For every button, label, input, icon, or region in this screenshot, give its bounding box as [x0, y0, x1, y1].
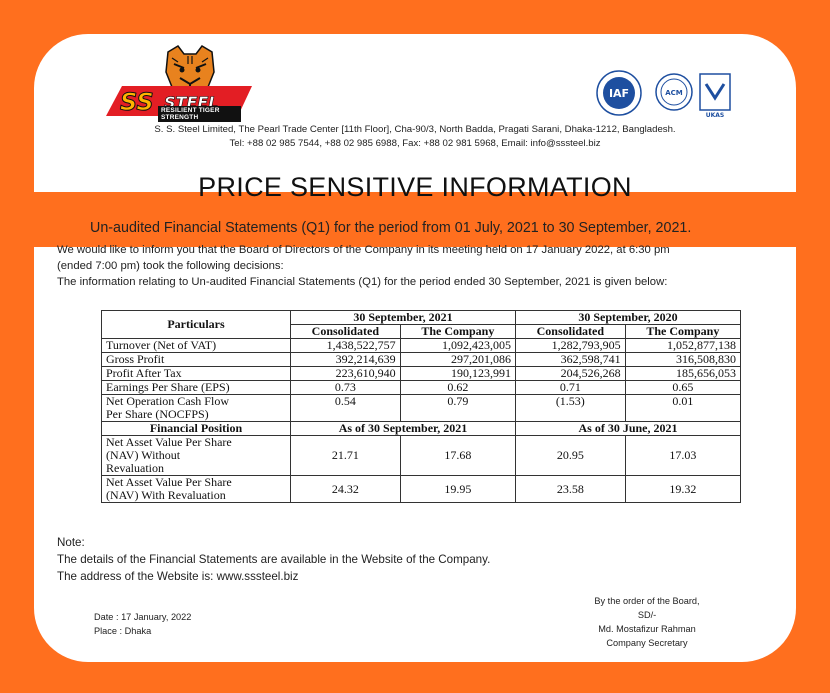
table-row: Net Asset Value Per Share (NAV) Without …	[101, 435, 742, 476]
particulars-header: Particulars	[101, 310, 291, 339]
row-label: Net Asset Value Per Share (NAV) With Rev…	[101, 475, 291, 503]
cell-value: 24.32	[290, 475, 401, 503]
svg-text:ACM: ACM	[665, 89, 683, 97]
row-label: Net Operation Cash Flow Per Share (NOCFP…	[101, 394, 291, 422]
svg-text:UKAS: UKAS	[706, 112, 725, 119]
col-consolidated: Consolidated	[514, 324, 626, 339]
cell-value: 190,123,991	[399, 366, 516, 381]
orange-banner-band	[34, 192, 796, 247]
company-logo: SS STEEL RESILIENT TIGER STRENGTH	[96, 44, 252, 139]
note-heading: Note:	[57, 536, 85, 549]
row-label-line: (NAV) Without	[106, 448, 181, 462]
svg-text:SS: SS	[120, 88, 154, 116]
table-row: Turnover (Net of VAT) 1,438,522,757 1,09…	[101, 338, 742, 353]
row-label-line: (NAV) With Revaluation	[106, 488, 226, 502]
cell-value: 0.73	[290, 380, 401, 395]
cell-value: 297,201,086	[399, 352, 516, 367]
financial-table: Particulars 30 September, 2021 30 Septem…	[101, 310, 742, 503]
row-label: Profit After Tax	[101, 366, 291, 381]
period-2021-header: 30 September, 2021	[290, 310, 516, 325]
table-row: Net Asset Value Per Share (NAV) With Rev…	[101, 475, 742, 503]
note-line-1: The details of the Financial Statements …	[57, 553, 491, 566]
company-address: S. S. Steel Limited, The Pearl Trade Cen…	[154, 124, 676, 135]
cell-value: 19.95	[399, 475, 516, 503]
cell-value: 204,526,268	[514, 366, 626, 381]
table-row: Net Operation Cash Flow Per Share (NOCFP…	[101, 394, 742, 422]
intro-line-2: (ended 7:00 pm) took the following decis…	[57, 260, 284, 272]
period-2020-header: 30 September, 2020	[514, 310, 742, 325]
row-label-line: Net Asset Value Per Share	[106, 435, 232, 449]
ukas-badge-icon: UKAS	[699, 73, 731, 119]
cell-value: 185,656,053	[624, 366, 742, 381]
svg-text:IAF: IAF	[609, 87, 629, 100]
row-label-line: Per Share (NOCFPS)	[106, 407, 209, 421]
cell-value: 0.62	[399, 380, 516, 395]
document-card: SS STEEL RESILIENT TIGER STRENGTH IAF AC…	[34, 34, 796, 662]
cell-value: 1,438,522,757	[290, 338, 401, 353]
cell-value: 17.68	[399, 435, 516, 476]
date-line: Date : 17 January, 2022	[94, 612, 192, 622]
cell-value: 0.71	[514, 380, 626, 395]
fin-period-2-header: As of 30 June, 2021	[514, 421, 742, 436]
row-label-line: Revaluation	[106, 461, 164, 475]
iaf-badge-icon: IAF	[596, 70, 642, 116]
row-label-line: Net Asset Value Per Share	[106, 475, 232, 489]
col-consolidated: Consolidated	[290, 324, 401, 339]
row-label: Earnings Per Share (EPS)	[101, 380, 291, 395]
cell-value: 21.71	[290, 435, 401, 476]
cell-value: 0.54	[290, 394, 401, 422]
table-row: Earnings Per Share (EPS) 0.73 0.62 0.71 …	[101, 380, 742, 395]
col-company: The Company	[399, 324, 516, 339]
cell-value: 23.58	[514, 475, 626, 503]
cell-value: 1,092,423,005	[399, 338, 516, 353]
cell-value: 316,508,830	[624, 352, 742, 367]
signature-line-2: SD/-	[637, 610, 657, 620]
intro-line-3: The information relating to Un-audited F…	[57, 276, 668, 288]
cell-value: 19.32	[624, 475, 742, 503]
cell-value: 0.79	[399, 394, 516, 422]
cell-value: 392,214,639	[290, 352, 401, 367]
cell-value: 20.95	[514, 435, 626, 476]
cell-value: 362,598,741	[514, 352, 626, 367]
row-label: Gross Profit	[101, 352, 291, 367]
cell-value: 223,610,940	[290, 366, 401, 381]
signature-line-1: By the order of the Board,	[594, 596, 700, 606]
table-row: Gross Profit 392,214,639 297,201,086 362…	[101, 352, 742, 367]
cell-value: (1.53)	[514, 394, 626, 422]
row-label: Turnover (Net of VAT)	[101, 338, 291, 353]
page-title: PRICE SENSITIVE INFORMATION	[198, 172, 632, 202]
cell-value: 0.65	[624, 380, 742, 395]
company-contact: Tel: +88 02 985 7544, +88 02 985 6988, F…	[229, 138, 601, 149]
fin-period-1-header: As of 30 September, 2021	[290, 421, 516, 436]
signatory-title: Company Secretary	[606, 638, 688, 648]
col-company: The Company	[624, 324, 742, 339]
note-line-2: The address of the Website is: www.ssste…	[57, 570, 299, 583]
row-label: Net Asset Value Per Share (NAV) Without …	[101, 435, 291, 476]
table-row: Profit After Tax 223,610,940 190,123,991…	[101, 366, 742, 381]
statement-subtitle: Un-audited Financial Statements (Q1) for…	[90, 220, 692, 236]
acm-badge-icon: ACM	[655, 73, 693, 111]
cell-value: 1,052,877,138	[624, 338, 742, 353]
row-label-line: Net Operation Cash Flow	[106, 394, 229, 408]
logo-tagline: RESILIENT TIGER STRENGTH	[158, 106, 241, 122]
signatory-name: Md. Mostafizur Rahman	[598, 624, 696, 634]
intro-line-1: We would like to inform you that the Boa…	[57, 244, 670, 256]
cell-value: 1,282,793,905	[514, 338, 626, 353]
financial-position-header: Financial Position	[101, 421, 291, 436]
cell-value: 17.03	[624, 435, 742, 476]
cell-value: 0.01	[624, 394, 742, 422]
place-line: Place : Dhaka	[94, 626, 152, 636]
